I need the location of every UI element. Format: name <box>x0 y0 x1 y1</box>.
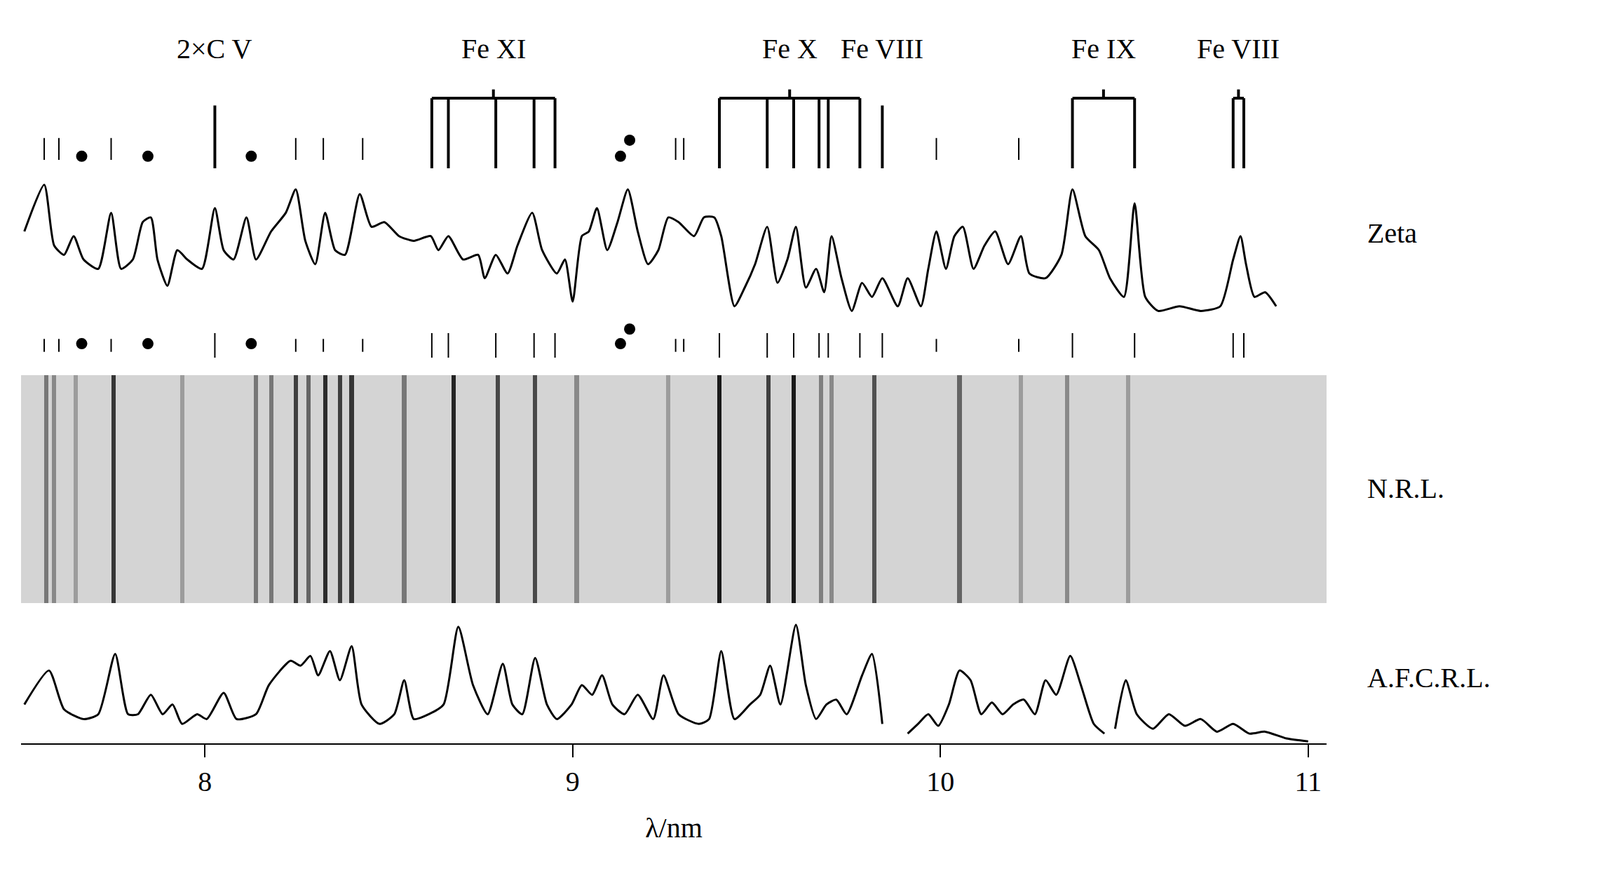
svg-text:N.R.L.: N.R.L. <box>1367 472 1445 505</box>
svg-text:10: 10 <box>926 765 955 798</box>
svg-text:9: 9 <box>565 765 580 798</box>
svg-text:8: 8 <box>197 765 212 798</box>
svg-text:λ/nm: λ/nm <box>645 811 703 844</box>
svg-text:Fe VIII: Fe VIII <box>840 32 924 65</box>
svg-text:Fe IX: Fe IX <box>1071 32 1136 65</box>
svg-text:Fe XI: Fe XI <box>461 32 526 65</box>
svg-text:Zeta: Zeta <box>1367 217 1418 249</box>
svg-text:Fe X: Fe X <box>762 32 818 65</box>
svg-text:A.F.C.R.L.: A.F.C.R.L. <box>1367 661 1491 694</box>
svg-text:Fe VIII: Fe VIII <box>1196 32 1280 65</box>
svg-text:11: 11 <box>1295 765 1323 798</box>
svg-text:2×C V: 2×C V <box>176 32 253 65</box>
